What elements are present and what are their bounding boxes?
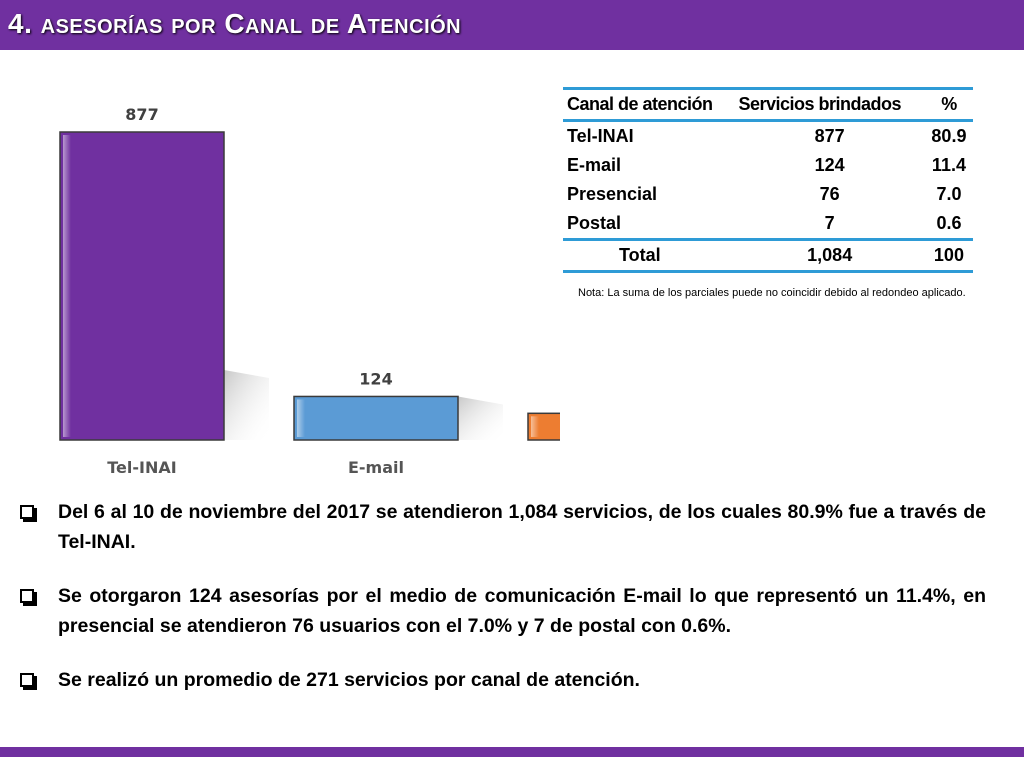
footer-bar [0,747,1024,757]
bullet-item: Se realizó un promedio de 271 servicios … [18,665,986,695]
table-row: Postal 7 0.6 [563,209,973,240]
bar-shadow [458,396,503,440]
table-note: Nota: La suma de los parciales puede no … [578,287,966,299]
table-cell: 877 [814,126,845,146]
table-row: Presencial 76 7.0 [563,180,973,209]
table-cell: 124 [814,155,845,175]
table-cell: Postal [567,213,622,233]
table-row: E-mail 124 11.4 [563,151,973,180]
table-header-cell: % [924,87,973,122]
bar-shadow [224,370,269,440]
table-header-row: Canal de atención Servicios brindados % [563,87,973,122]
table-cell: 1,084 [734,238,925,273]
data-label: 124 [359,369,392,388]
table-cell: 7 [824,213,835,233]
table-cell: E-mail [567,155,622,175]
bullet-item: Se otorgaron 124 asesorías por el medio … [18,581,986,641]
bullet-text: Se realizó un promedio de 271 servicios … [58,669,640,691]
bullet-text: Del 6 al 10 de noviembre del 2017 se ate… [58,501,986,553]
table-header-cell: Servicios brindados [734,87,925,122]
category-label: E-mail [348,458,404,477]
checkbox-bullet-icon [20,589,37,606]
channel-table: Canal de atención Servicios brindados % … [563,87,973,273]
bar-highlight [531,416,539,437]
bar-highlight [297,399,305,437]
slide-title: 4. asesorías por Canal de Atención [8,8,462,39]
bullet-item: Del 6 al 10 de noviembre del 2017 se ate… [18,497,986,557]
table-cell: Total [563,238,735,273]
title-bar: 4. asesorías por Canal de Atención [0,0,1024,50]
checkbox-bullet-icon [20,505,37,522]
bar-e-mail [293,395,459,441]
table-total-row: Total 1,084 100 [563,238,973,273]
bullet-list: Del 6 al 10 de noviembre del 2017 se ate… [18,497,986,719]
bullet-text: Se otorgaron 124 asesorías por el medio … [58,585,986,637]
table-cell: 0.6 [936,213,962,233]
checkbox-bullet-icon [20,673,37,690]
table-header-cell: Canal de atención [563,87,735,122]
category-label: Tel-INAI [107,458,176,477]
table-cell: Tel-INAI [567,126,634,146]
table-cell: 11.4 [931,155,966,175]
table-cell: 76 [819,184,840,204]
bar-tel-inai [59,131,225,441]
data-label: 877 [125,105,158,124]
table-cell: 100 [924,238,973,273]
table-row: Tel-INAI 877 80.9 [563,121,973,152]
table-cell: Presencial [567,184,658,204]
bar-highlight [63,135,71,437]
table-cell: 7.0 [936,184,962,204]
table-cell: 80.9 [931,126,967,146]
